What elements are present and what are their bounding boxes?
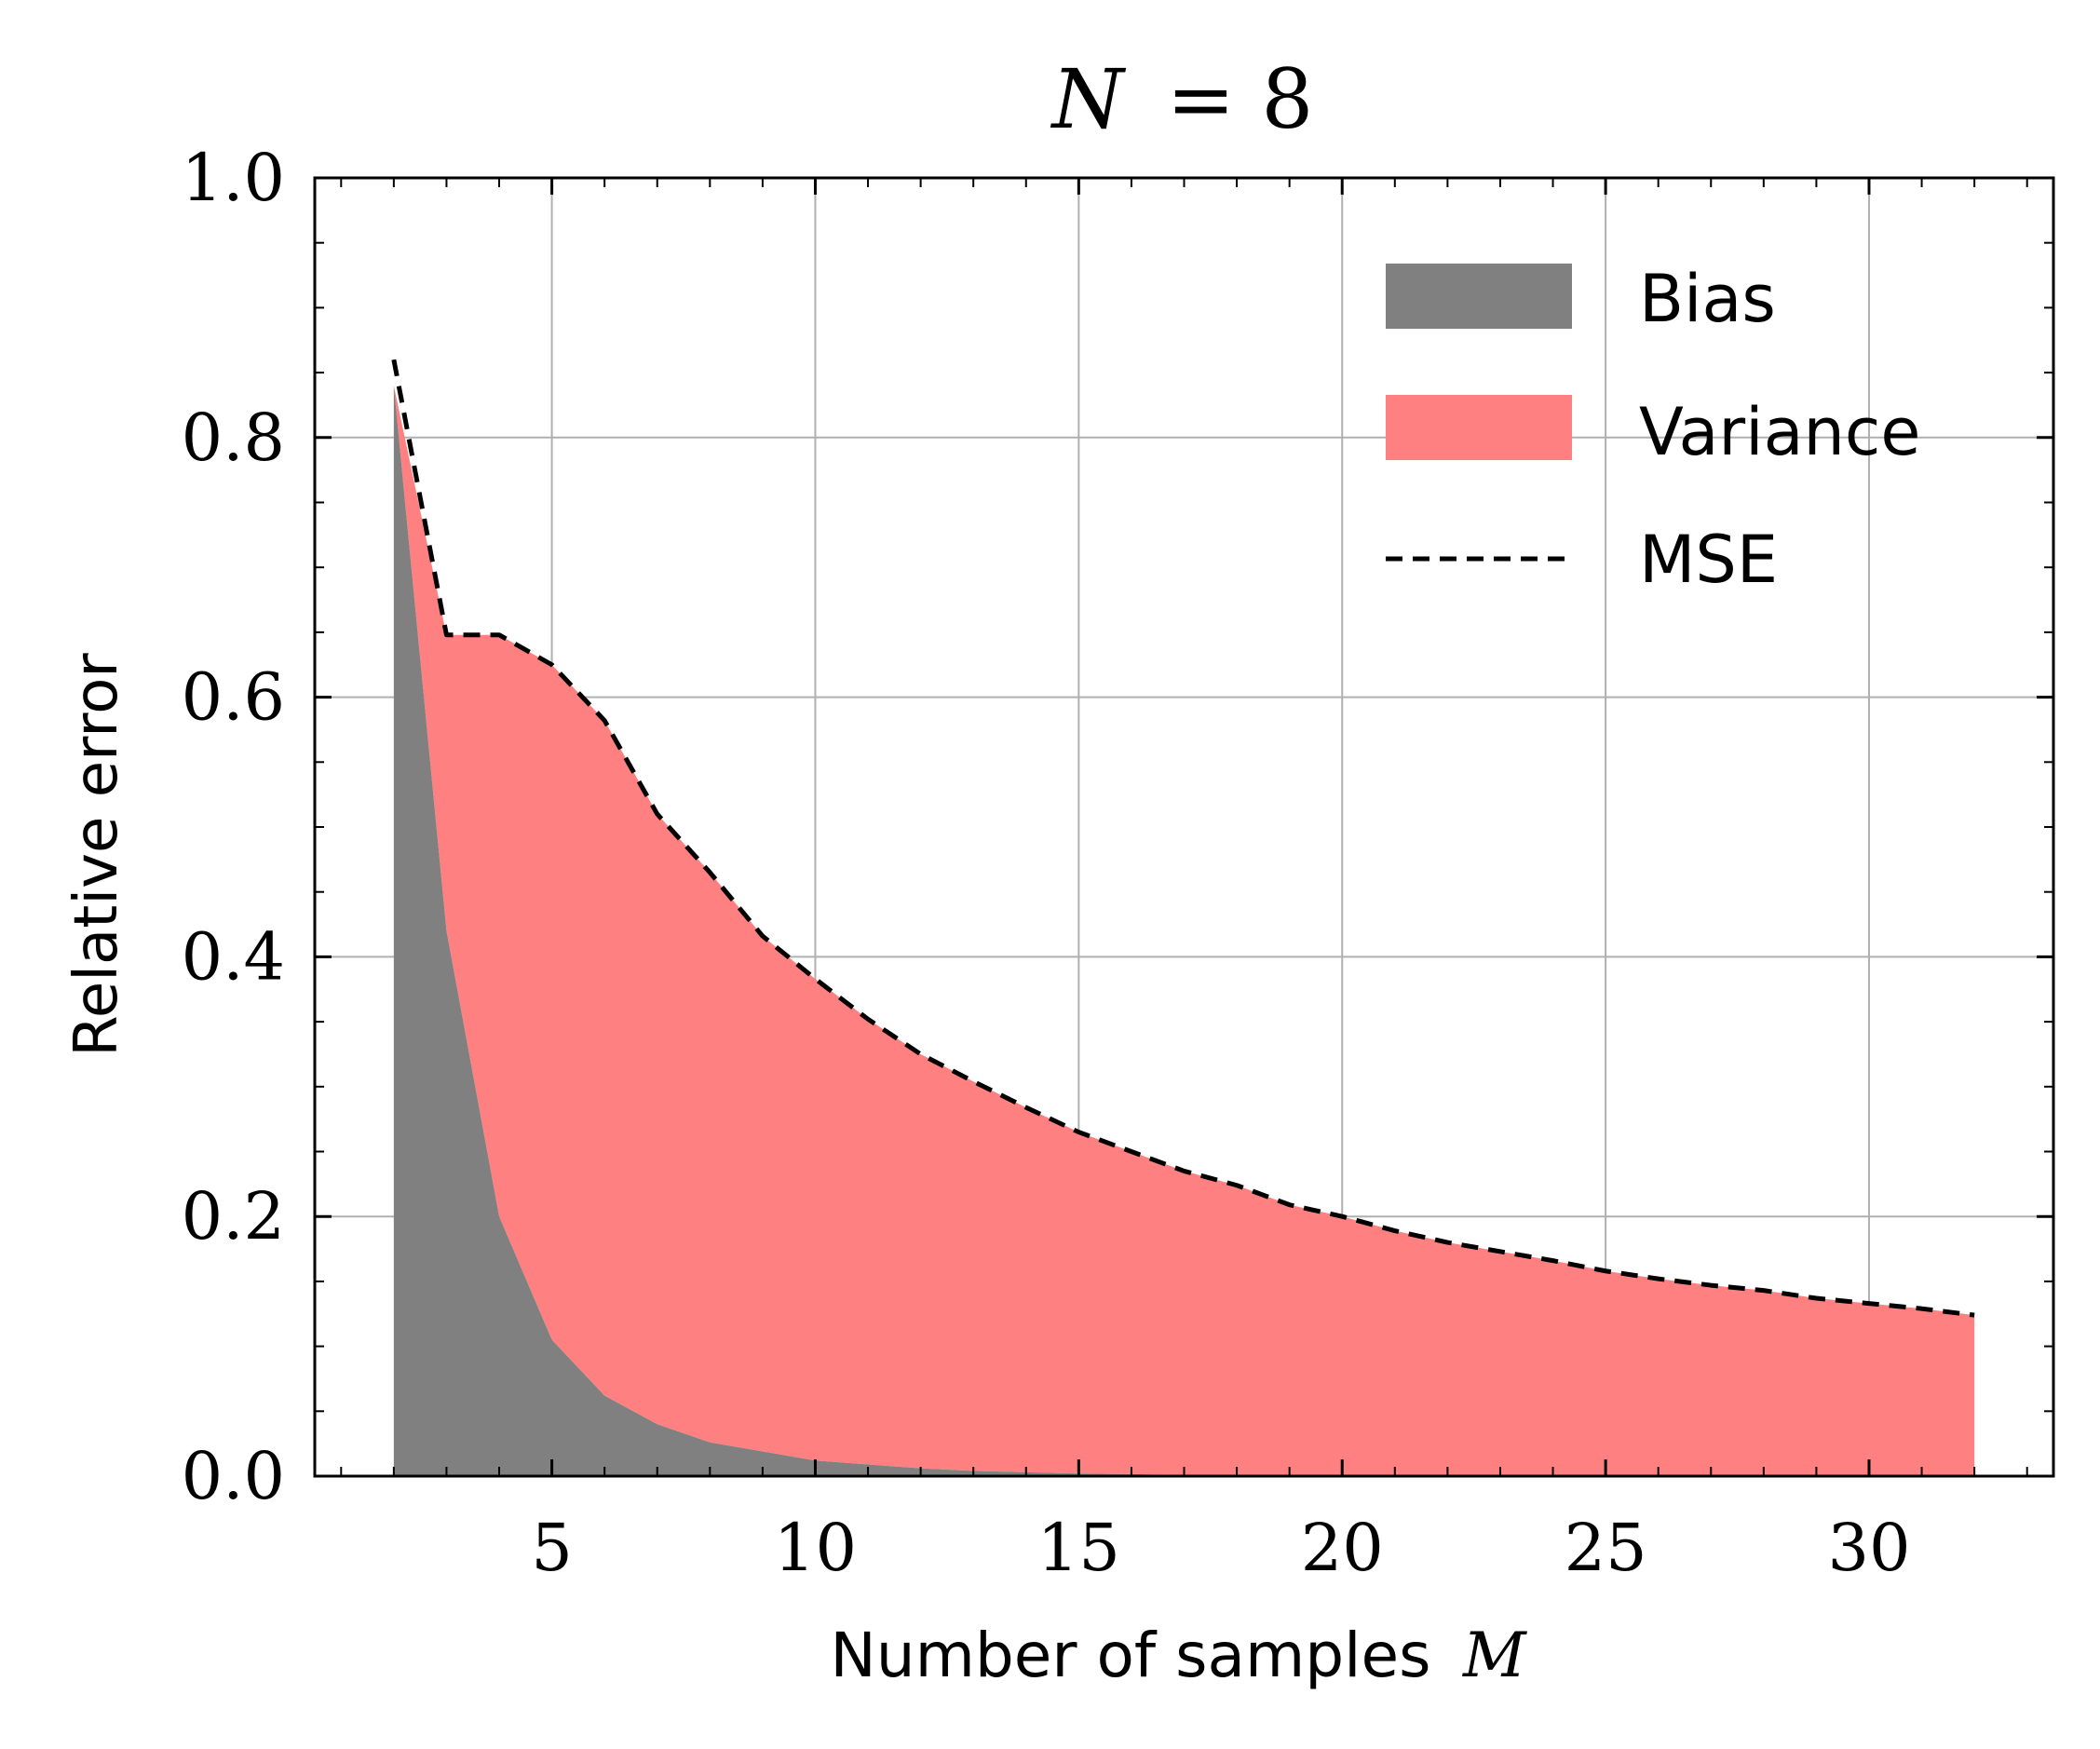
y-tick-label-0.0: 0.0	[182, 1438, 285, 1514]
tick-label-layer: 5 10 15 20 25 30 0.0 0.2 0.4 0.6 0.8 1.0	[182, 140, 1911, 1586]
x-tick-label-10: 10	[774, 1510, 857, 1586]
legend: Bias Variance MSE	[1386, 261, 1920, 598]
y-tick-label-0.2: 0.2	[182, 1178, 285, 1254]
mse-line	[391, 359, 1975, 1318]
legend-swatch-bias	[1386, 264, 1572, 329]
x-tick-label-30: 30	[1827, 1510, 1910, 1586]
area-layer	[393, 386, 1975, 1476]
x-tick-label-25: 25	[1565, 1510, 1647, 1586]
legend-label-bias: Bias	[1639, 261, 1776, 337]
y-tick-label-0.8: 0.8	[182, 400, 285, 476]
y-tick-label-1.0: 1.0	[182, 140, 285, 216]
title-value: = 8	[1167, 51, 1314, 147]
title-variable: N	[1050, 51, 1127, 147]
bias-area	[393, 386, 1975, 1476]
legend-swatch-variance	[1386, 395, 1572, 460]
y-tick-label-0.6: 0.6	[182, 659, 285, 736]
line-layer	[391, 359, 1975, 1318]
legend-label-variance: Variance	[1639, 394, 1920, 470]
x-axis-label-text: Number of samples	[830, 1620, 1430, 1691]
y-tick-label-0.4: 0.4	[182, 918, 285, 995]
chart-title: N = 8	[1050, 51, 1314, 147]
tick-layer	[315, 176, 2053, 1478]
x-tick-label-15: 15	[1037, 1510, 1120, 1586]
x-axis-label: Number of samples M	[830, 1620, 1527, 1691]
x-tick-label-20: 20	[1301, 1510, 1384, 1586]
x-axis-label-variable: M	[1462, 1620, 1527, 1691]
legend-label-mse: MSE	[1639, 522, 1778, 598]
y-axis-label: Relative error	[62, 653, 131, 1057]
x-tick-label-5: 5	[531, 1510, 573, 1586]
variance-area	[393, 386, 1975, 1476]
